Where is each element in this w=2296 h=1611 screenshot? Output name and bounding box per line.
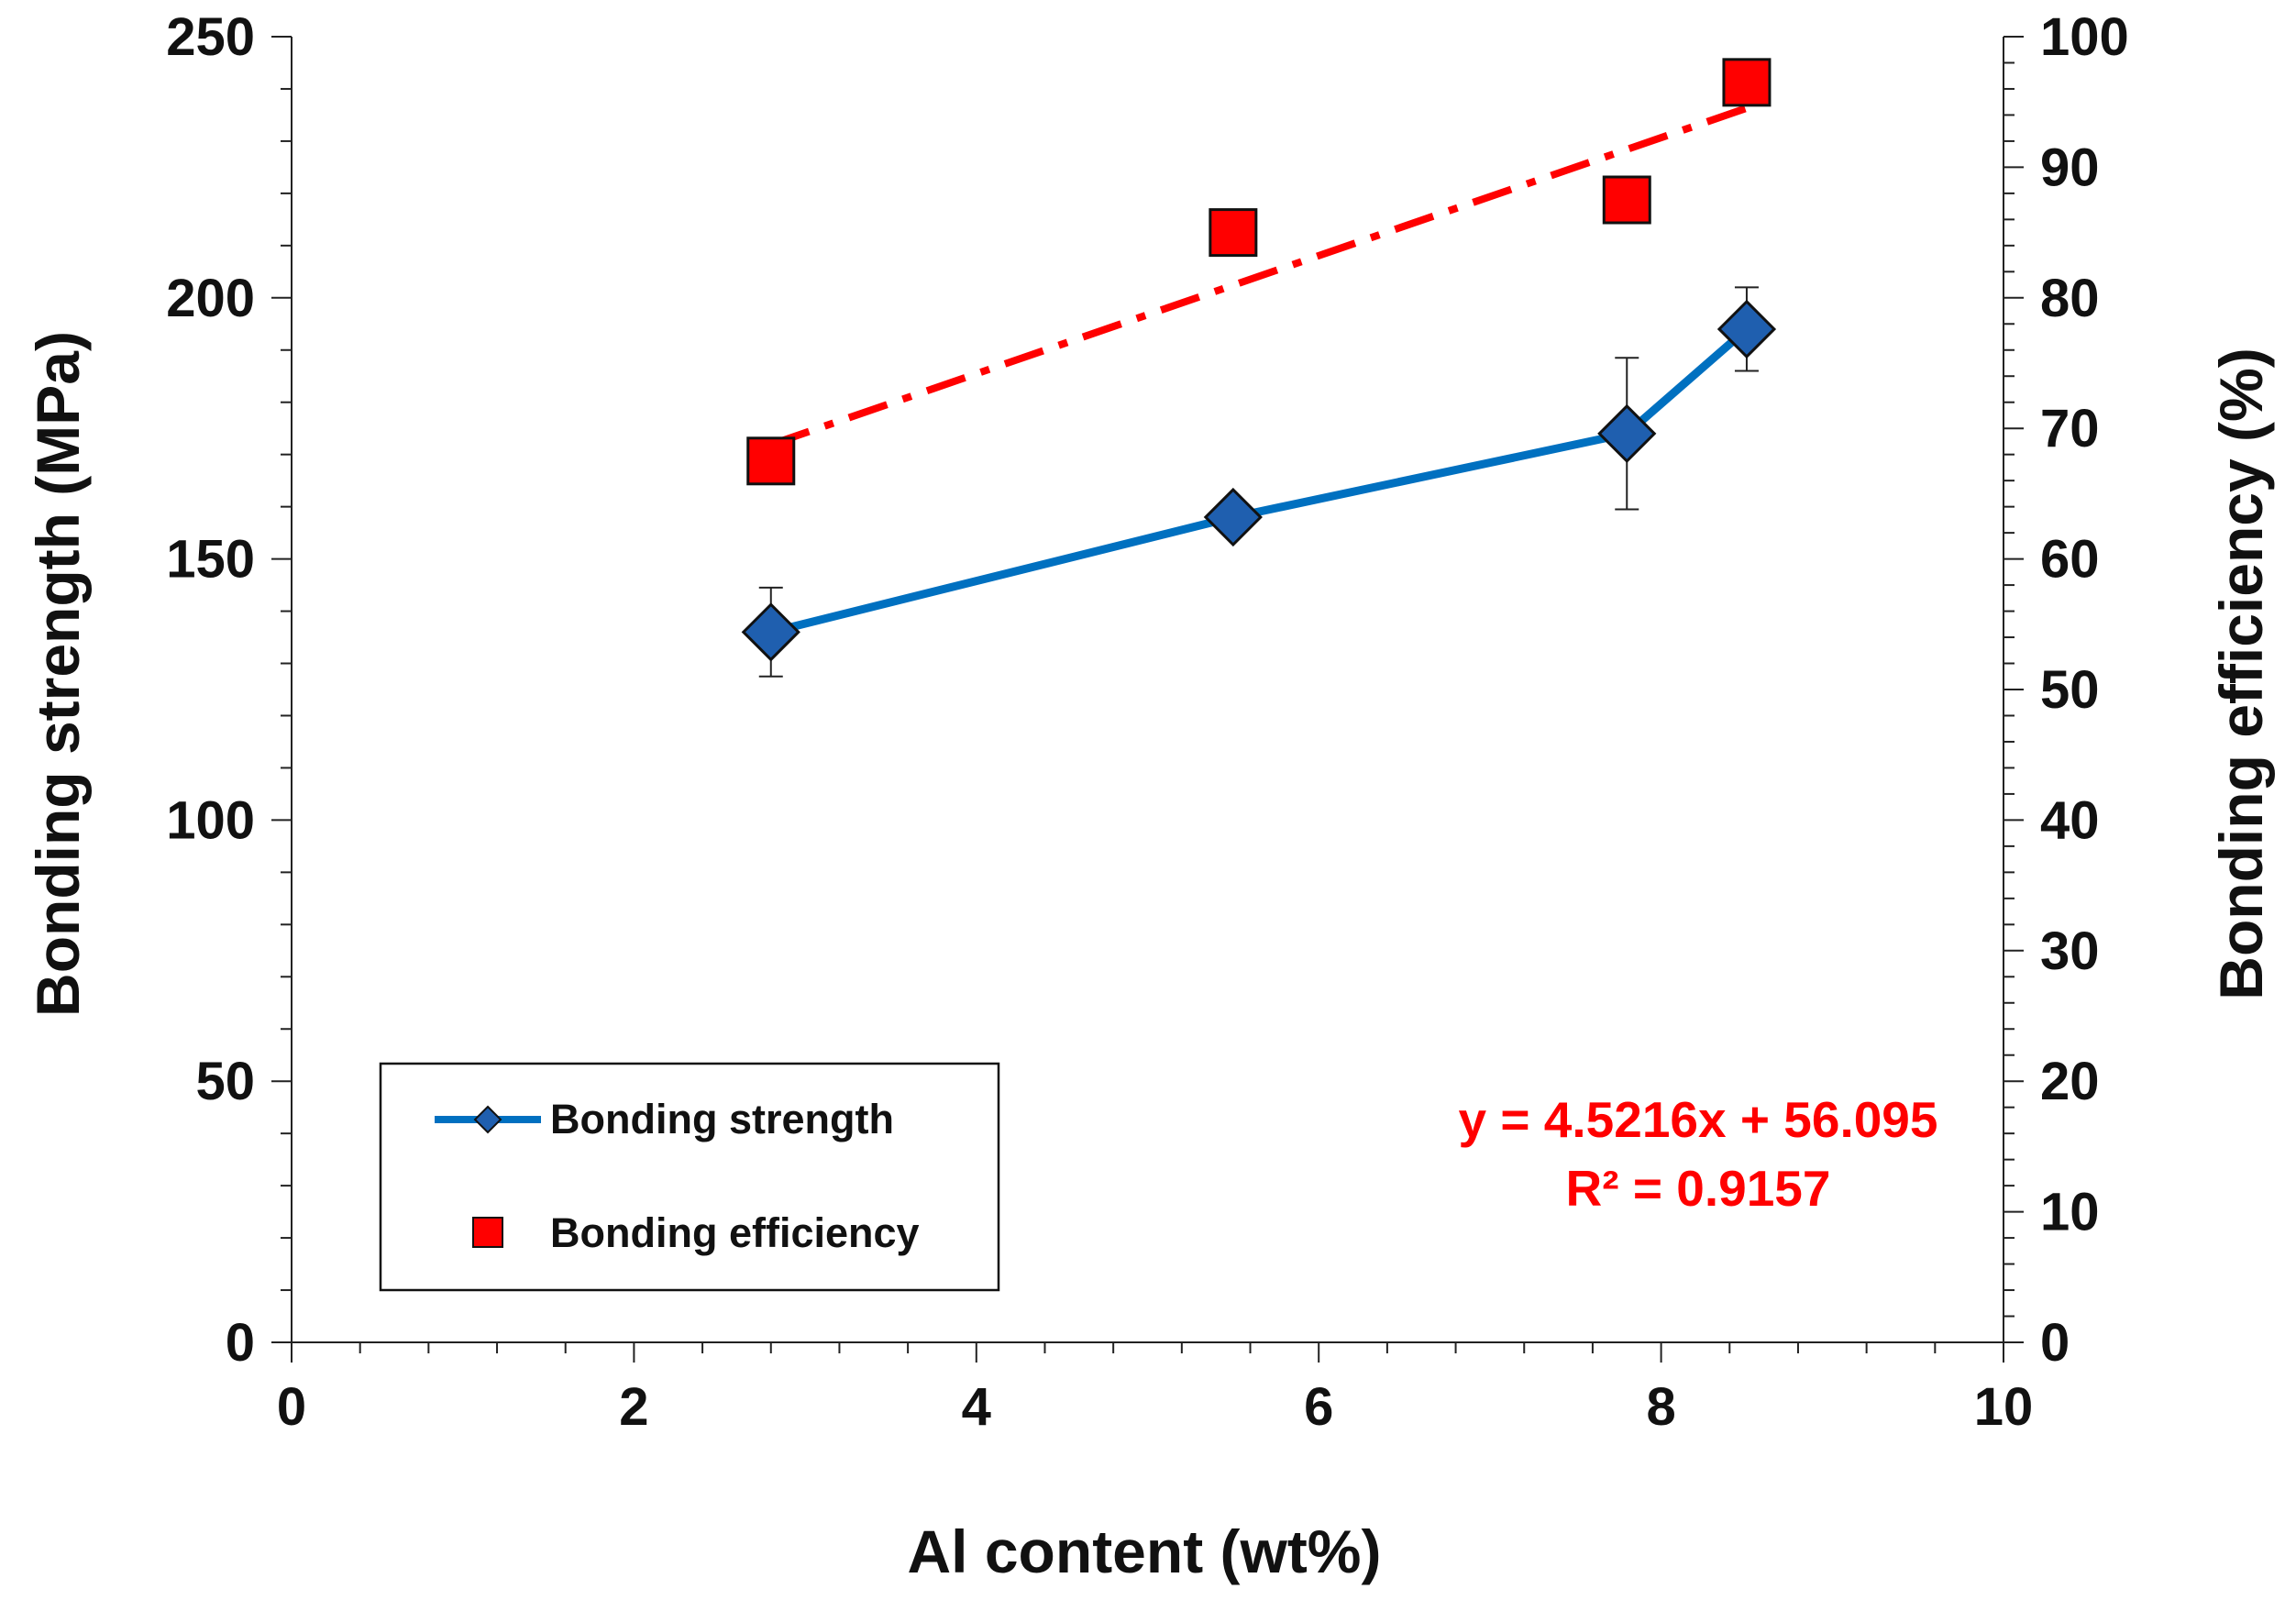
y-right-tick-label: 10 <box>2040 1183 2100 1242</box>
y-left-tick-label: 0 <box>226 1313 255 1373</box>
x-axis-title: Al content (wt%) <box>908 1517 1382 1585</box>
point-bonding-efficiency <box>746 436 796 486</box>
y-right-tick-label: 100 <box>2040 7 2129 67</box>
y-right-tick-label: 90 <box>2040 138 2100 197</box>
y-left-tick-label: 100 <box>166 790 255 850</box>
trendline-r-squared: R² = 0.9157 <box>1566 1160 1831 1217</box>
y-left-tick-label: 50 <box>195 1052 255 1111</box>
legend-bonding-strength-symbol <box>435 1105 541 1134</box>
x-tick-label: 4 <box>962 1377 991 1437</box>
y-axis-left-title: Bonding strength (MPa) <box>24 331 92 1017</box>
y-axis-right-title: Bonding efficiency (%) <box>2207 348 2275 999</box>
legend-bonding-efficiency-symbol <box>472 1217 503 1248</box>
y-right-tick-label: 20 <box>2040 1052 2100 1111</box>
y-right-tick-label: 70 <box>2040 399 2100 458</box>
y-left-tick-label: 200 <box>166 269 255 328</box>
point-bonding-strength <box>1716 299 1777 359</box>
point-bonding-strength <box>1597 403 1657 464</box>
trendline-layer <box>769 105 1749 448</box>
y-left-tick-label: 250 <box>166 7 255 67</box>
legend-diamond-bonding-strength <box>473 1105 502 1134</box>
legend-label-bonding-strength: Bonding strength <box>550 1096 894 1142</box>
legend-box <box>379 1062 1000 1292</box>
point-bonding-strength <box>741 602 800 662</box>
y-right-tick-label: 60 <box>2040 530 2100 590</box>
axes: 0 2 4 6 8 10050100150200250010203040506070809… <box>166 7 2129 1437</box>
x-tick-label: 10 <box>1974 1377 2034 1437</box>
x-tick-label: 6 <box>1304 1377 1333 1437</box>
y-right-tick-label: 40 <box>2040 790 2100 850</box>
point-bonding-efficiency <box>1209 208 1258 258</box>
y-right-tick-label: 80 <box>2040 269 2100 328</box>
x-tick-label: 0 <box>277 1377 306 1437</box>
y-left-tick-label: 150 <box>166 530 255 590</box>
series-layer <box>741 58 1777 678</box>
legend-square-bonding-efficiency <box>472 1217 503 1248</box>
x-tick-label: 8 <box>1646 1377 1675 1437</box>
point-bonding-efficiency <box>1602 175 1651 225</box>
trendline-bonding-efficiency <box>769 105 1749 448</box>
series-line-bonding-strength <box>769 326 1750 636</box>
point-bonding-efficiency <box>1722 58 1772 107</box>
y-right-tick-label: 30 <box>2040 921 2100 981</box>
point-bonding-strength <box>1203 487 1263 547</box>
legend: Bonding strength Bonding efficiency <box>379 1062 1000 1292</box>
y-right-tick-label: 0 <box>2040 1313 2070 1373</box>
legend-label-bonding-efficiency: Bonding efficiency <box>550 1209 920 1256</box>
y-right-tick-label: 50 <box>2040 660 2100 720</box>
trendline-equation: y = 4.5216x + 56.095 <box>1459 1091 1938 1148</box>
x-tick-label: 2 <box>619 1377 648 1437</box>
